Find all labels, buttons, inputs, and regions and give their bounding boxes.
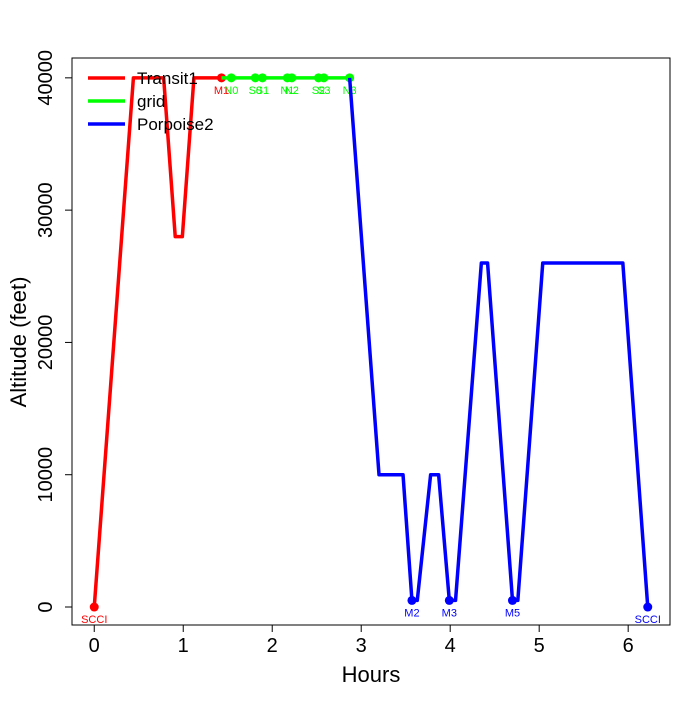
y-axis-title: Altitude (feet)	[6, 277, 31, 408]
point-label: M5	[505, 607, 520, 619]
point-label: M3	[442, 607, 457, 619]
point-label: M2	[404, 607, 419, 619]
y-tick-label: 20000	[35, 315, 57, 371]
x-tick-label: 5	[534, 635, 545, 657]
point-label: SCCI	[635, 614, 661, 626]
legend-label: Porpoise2	[137, 115, 214, 134]
point-label: S0	[249, 85, 262, 97]
y-tick-label: 30000	[35, 182, 57, 238]
series-line	[347, 77, 650, 608]
series-line	[92, 76, 222, 608]
legend-label: grid	[137, 92, 165, 111]
point-label: M1	[214, 85, 229, 97]
x-tick-label: 0	[89, 635, 100, 657]
plot-frame	[71, 57, 671, 626]
x-tick-label: 4	[445, 635, 456, 657]
data-point	[226, 73, 236, 83]
y-tick-label: 10000	[35, 447, 57, 503]
point-label: N2	[285, 85, 299, 97]
point-label: N0	[224, 85, 238, 97]
x-tick-label: 6	[623, 635, 634, 657]
point-label: S2	[312, 85, 325, 97]
point-label: N1	[280, 85, 294, 97]
data-point	[444, 595, 454, 605]
x-tick-label: 2	[267, 635, 278, 657]
y-tick-label: 40000	[35, 50, 57, 106]
data-point	[407, 595, 417, 605]
data-point	[507, 595, 517, 605]
legend-label: Transit1	[137, 69, 198, 88]
point-label: S3	[317, 85, 330, 97]
data-point	[287, 73, 297, 83]
data-point	[319, 73, 329, 83]
data-point	[643, 602, 653, 612]
x-axis-title: Hours	[342, 662, 401, 687]
data-point	[89, 602, 99, 612]
point-label: S1	[256, 85, 269, 97]
x-tick-label: 1	[178, 635, 189, 657]
data-point	[250, 73, 260, 83]
data-point	[257, 73, 267, 83]
x-tick-label: 3	[356, 635, 367, 657]
point-label: SCCI	[81, 614, 107, 626]
y-tick-label: 0	[35, 601, 57, 612]
